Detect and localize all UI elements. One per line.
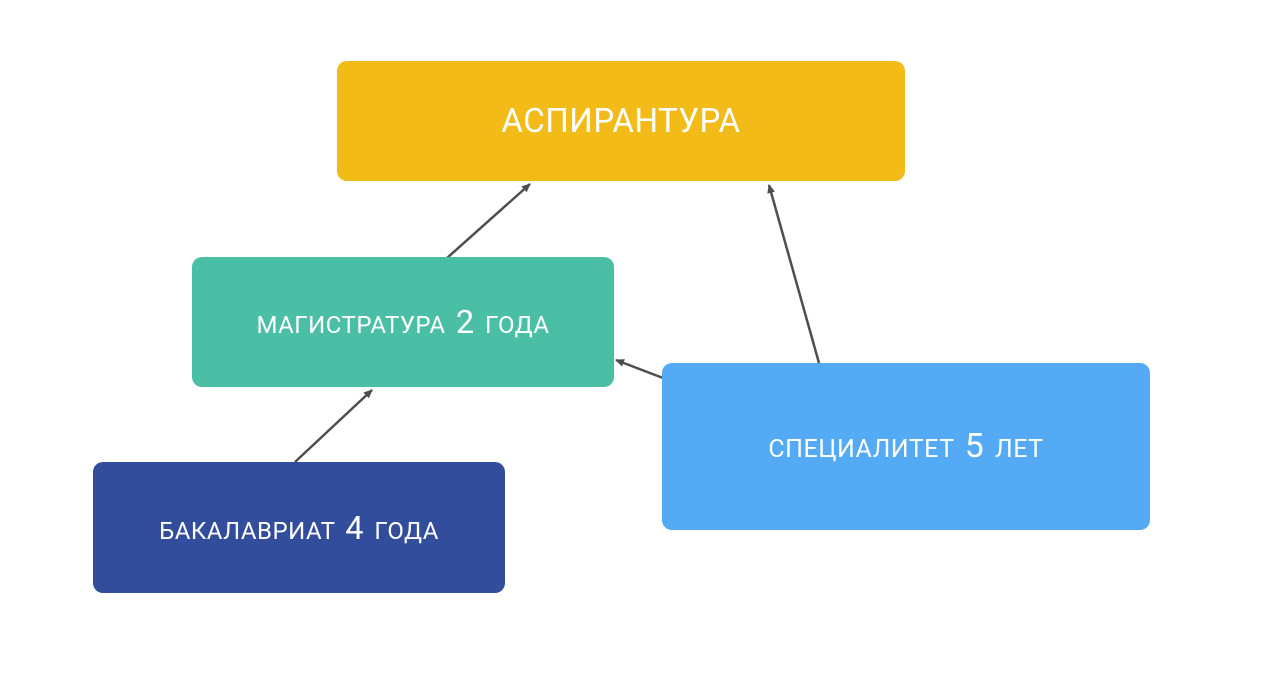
diagram-canvas: АСПИРАНТУРА МАГИСТРАТУРА 2 ГОДА СПЕЦИАЛИ…	[0, 0, 1280, 686]
node-bakalavriat: БАКАЛАВРИАТ 4 ГОДА	[93, 462, 505, 593]
node-aspirantura: АСПИРАНТУРА	[337, 61, 905, 181]
edge-magistratura-to-aspirantura	[447, 184, 530, 258]
node-specialitet: СПЕЦИАЛИТЕТ 5 ЛЕТ	[662, 363, 1150, 530]
node-specialitet-label: СПЕЦИАЛИТЕТ 5 ЛЕТ	[768, 427, 1043, 466]
edge-bakalavriat-to-magistratura	[295, 390, 372, 462]
edge-specialitet-to-aspirantura	[769, 185, 819, 363]
node-magistratura-label: МАГИСТРАТУРА 2 ГОДА	[256, 303, 549, 341]
node-aspirantura-label: АСПИРАНТУРА	[501, 102, 740, 141]
edge-specialitet-to-magistratura	[616, 360, 663, 378]
node-magistratura: МАГИСТРАТУРА 2 ГОДА	[192, 257, 614, 387]
node-bakalavriat-label: БАКАЛАВРИАТ 4 ГОДА	[159, 509, 439, 547]
